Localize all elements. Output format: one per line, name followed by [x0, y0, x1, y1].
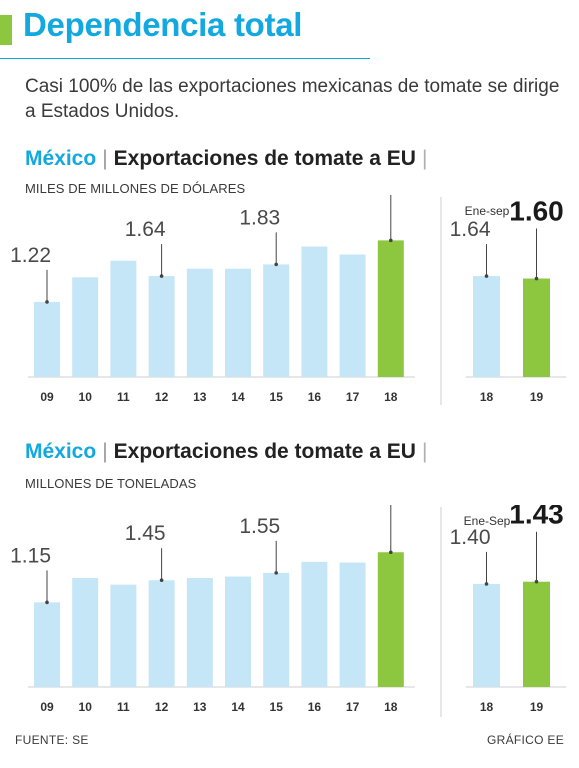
chart-2-main-tick-label: 16 — [308, 700, 322, 714]
chart-1-main-data-label: 1.83 — [239, 206, 280, 229]
chart-2-side-bar — [473, 583, 500, 687]
chart-2-main-bar — [263, 572, 290, 687]
chart-1-main-leader-dot — [159, 274, 164, 278]
chart-1-main-bar — [110, 260, 137, 377]
chart-1-title: Exportaciones de tomate a EU — [113, 147, 416, 170]
chart-2-main-tick-label: 12 — [155, 700, 169, 714]
chart-1-main-tick-label: 13 — [193, 390, 207, 404]
chart-2-main-tick-label: 17 — [346, 700, 360, 714]
chart-2-main-leader-dot — [45, 600, 49, 605]
chart-2-main-data-label: 1.15 — [10, 544, 51, 567]
chart-2-units: MILLONES DE TONELADAS — [25, 476, 197, 491]
chart-2-side-period-label: Ene-Sep — [464, 514, 511, 528]
chart-2-main-tick-label: 09 — [40, 700, 54, 714]
chart-2-side-leader-dot — [484, 582, 489, 586]
chart-2-main-tick-label: 14 — [231, 700, 245, 714]
chart-2-main-tick-label: 15 — [270, 700, 284, 714]
chart-2-main-bar — [225, 576, 251, 687]
chart-1-side-data-label: 1.64 — [450, 218, 491, 241]
page-title: Dependencia total — [23, 6, 303, 43]
chart-1-main-leader-dot — [45, 300, 49, 304]
title-rule — [0, 58, 370, 59]
chart-1-side-bar — [473, 276, 500, 377]
chart-1-main-tick-label: 11 — [117, 390, 130, 404]
page-subtitle: Casi 100% de las exportaciones mexicanas… — [25, 76, 560, 122]
chart-1-side-leader-dot — [534, 276, 539, 281]
chart-1-main-bar — [225, 268, 251, 377]
chart-1-side-tick-label: 19 — [530, 390, 544, 404]
chart-1-header-separator: | — [102, 147, 108, 170]
chart-1-main-bar — [263, 264, 290, 377]
chart-1-main-bar — [148, 276, 175, 377]
chart-2-main-tick-label: 10 — [79, 700, 93, 714]
chart-1-main-bar — [34, 301, 60, 377]
chart-1-main-data-label: 1.22 — [10, 244, 51, 267]
chart-1-main-tick-label: 10 — [79, 390, 93, 404]
chart-2-main-data-label: 1.45 — [125, 522, 166, 545]
chart-2-main-bar — [339, 562, 366, 687]
chart-1-main-bar — [186, 268, 213, 377]
chart-2-main-leader-dot — [274, 571, 279, 575]
chart-2-header: México | Exportaciones de tomate a EU | — [25, 440, 427, 464]
chart-2-main-data-label: 1.55 — [239, 515, 280, 538]
credit-note: GRÁFICO EE — [486, 733, 564, 747]
chart-2-main-bar — [34, 602, 60, 687]
chart-1-side-bar — [523, 278, 550, 377]
chart-1-units: MILES DE MILLONES DE DÓLARES — [25, 181, 246, 196]
chart-1-side-data-label: 1.60 — [509, 196, 564, 227]
chart-1-main-tick-label: 15 — [270, 390, 284, 404]
chart-1-header-end-separator: | — [421, 147, 428, 170]
chart-2-main-tick-label: 18 — [384, 700, 398, 714]
chart-1-main-bar — [339, 254, 366, 377]
chart-2-side-bar — [523, 581, 550, 687]
chart-2-side-tick-label: 19 — [530, 700, 544, 714]
chart-1-main-leader-dot — [389, 238, 393, 243]
chart-2-main-bar — [301, 561, 328, 687]
chart-1-side-leader-dot — [484, 274, 489, 278]
chart-2-main-bar — [148, 580, 175, 687]
chart-1-main-tick-label: 09 — [40, 390, 54, 404]
chart-2-main-tick-label: 13 — [193, 700, 207, 714]
chart-1-main-tick-label: 12 — [155, 390, 169, 404]
chart-2-svg: Ene-Sep 09 10 11 12 13 14 15 16 17 18 1.15 1.45 1.55 1… — [10, 505, 566, 717]
title-accent-block — [0, 15, 12, 45]
chart-2-title: Exportaciones de tomate a EU — [113, 440, 416, 463]
chart-2-header-separator: | — [102, 440, 108, 463]
chart-2-header-end-separator: | — [421, 440, 428, 463]
chart-2-main-bar — [186, 578, 213, 687]
chart-2-main-tick-label: 11 — [117, 700, 130, 714]
chart-2-main-bar — [72, 578, 99, 687]
chart-1-side-period-label: Ene-sep — [465, 204, 510, 218]
chart-1-main-bar — [72, 277, 99, 377]
chart-1-main-tick-label: 14 — [231, 390, 245, 404]
chart-2-main-leader-dot — [159, 578, 164, 583]
chart-1-main-tick-label: 17 — [346, 390, 360, 404]
chart-1-main-bar — [377, 240, 404, 377]
chart-1-country: México — [25, 147, 97, 170]
chart-1-main-leader-dot — [274, 262, 279, 267]
chart-1-header: México | Exportaciones de tomate a EU | — [25, 147, 427, 171]
chart-1-main-bar — [301, 246, 328, 377]
chart-2-side-data-label: 1.40 — [450, 526, 491, 549]
chart-2-side-leader-dot — [534, 579, 539, 584]
chart-2-main-leader-dot — [389, 550, 393, 555]
chart-1-svg: Ene-sep091011121314151617181.221.641.832… — [10, 195, 566, 405]
chart-2-side-tick-label: 18 — [480, 700, 494, 714]
chart-1-main-tick-label: 18 — [384, 390, 398, 404]
chart-2-country: México — [25, 440, 97, 463]
chart-1-side-tick-label: 18 — [480, 390, 494, 404]
chart-1-main-data-label: 1.64 — [125, 218, 166, 241]
source-note: FUENTE: SE — [15, 733, 89, 747]
chart-2-main-bar — [377, 552, 404, 687]
chart-2-side-data-label: 1.43 — [509, 505, 564, 530]
chart-1-main-tick-label: 16 — [308, 390, 322, 404]
chart-2-main-bar — [110, 584, 137, 687]
